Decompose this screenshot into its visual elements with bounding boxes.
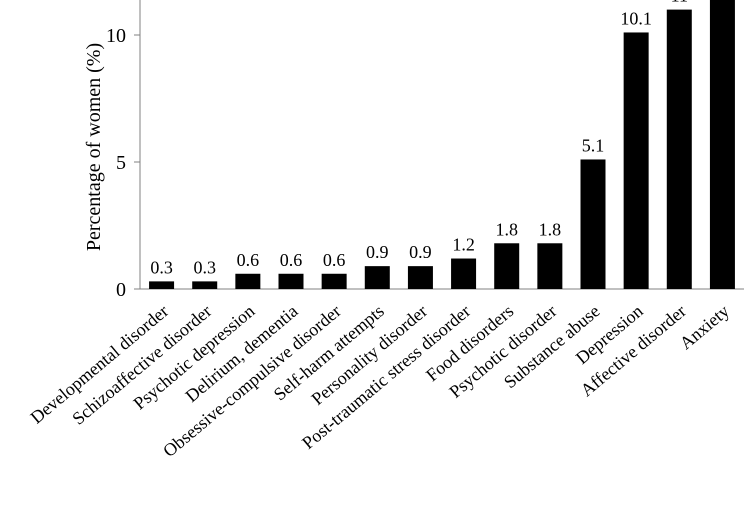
data-label: 10.1: [620, 8, 652, 28]
bar: [623, 32, 649, 290]
bar: [666, 9, 692, 289]
y-axis-label: Percentage of women (%): [83, 43, 105, 251]
category-label: Anxiety: [676, 301, 733, 354]
bars: [149, 0, 735, 290]
data-label: 0.9: [409, 242, 432, 262]
data-label: 0.9: [366, 242, 389, 262]
bar: [321, 273, 347, 289]
data-labels: 0.30.30.60.60.60.90.91.21.81.85.110.1111…: [150, 0, 688, 277]
data-label: 1.8: [495, 219, 518, 239]
y-tick-label: 10: [106, 25, 126, 47]
data-label: 0.3: [150, 257, 173, 277]
bar: [709, 0, 735, 289]
data-label: 0.6: [237, 250, 260, 270]
bar: [407, 266, 433, 289]
data-label: 11: [671, 0, 688, 6]
data-label: 1.8: [539, 219, 562, 239]
data-label: 0.6: [280, 250, 303, 270]
bar: [537, 243, 563, 289]
data-label: 0.3: [193, 257, 216, 277]
bar: [235, 273, 261, 289]
data-label: 0.6: [323, 250, 346, 270]
data-label: 5.1: [582, 135, 605, 155]
bar: [192, 281, 218, 289]
bar: [451, 258, 477, 289]
y-tick-label: 5: [116, 152, 126, 174]
data-label: 1.2: [452, 235, 475, 255]
bar: [364, 266, 390, 289]
y-tick-label: 0: [116, 279, 126, 301]
bar: [494, 243, 520, 289]
bar: [278, 273, 304, 289]
bar: [149, 281, 175, 289]
bar: [580, 159, 606, 289]
